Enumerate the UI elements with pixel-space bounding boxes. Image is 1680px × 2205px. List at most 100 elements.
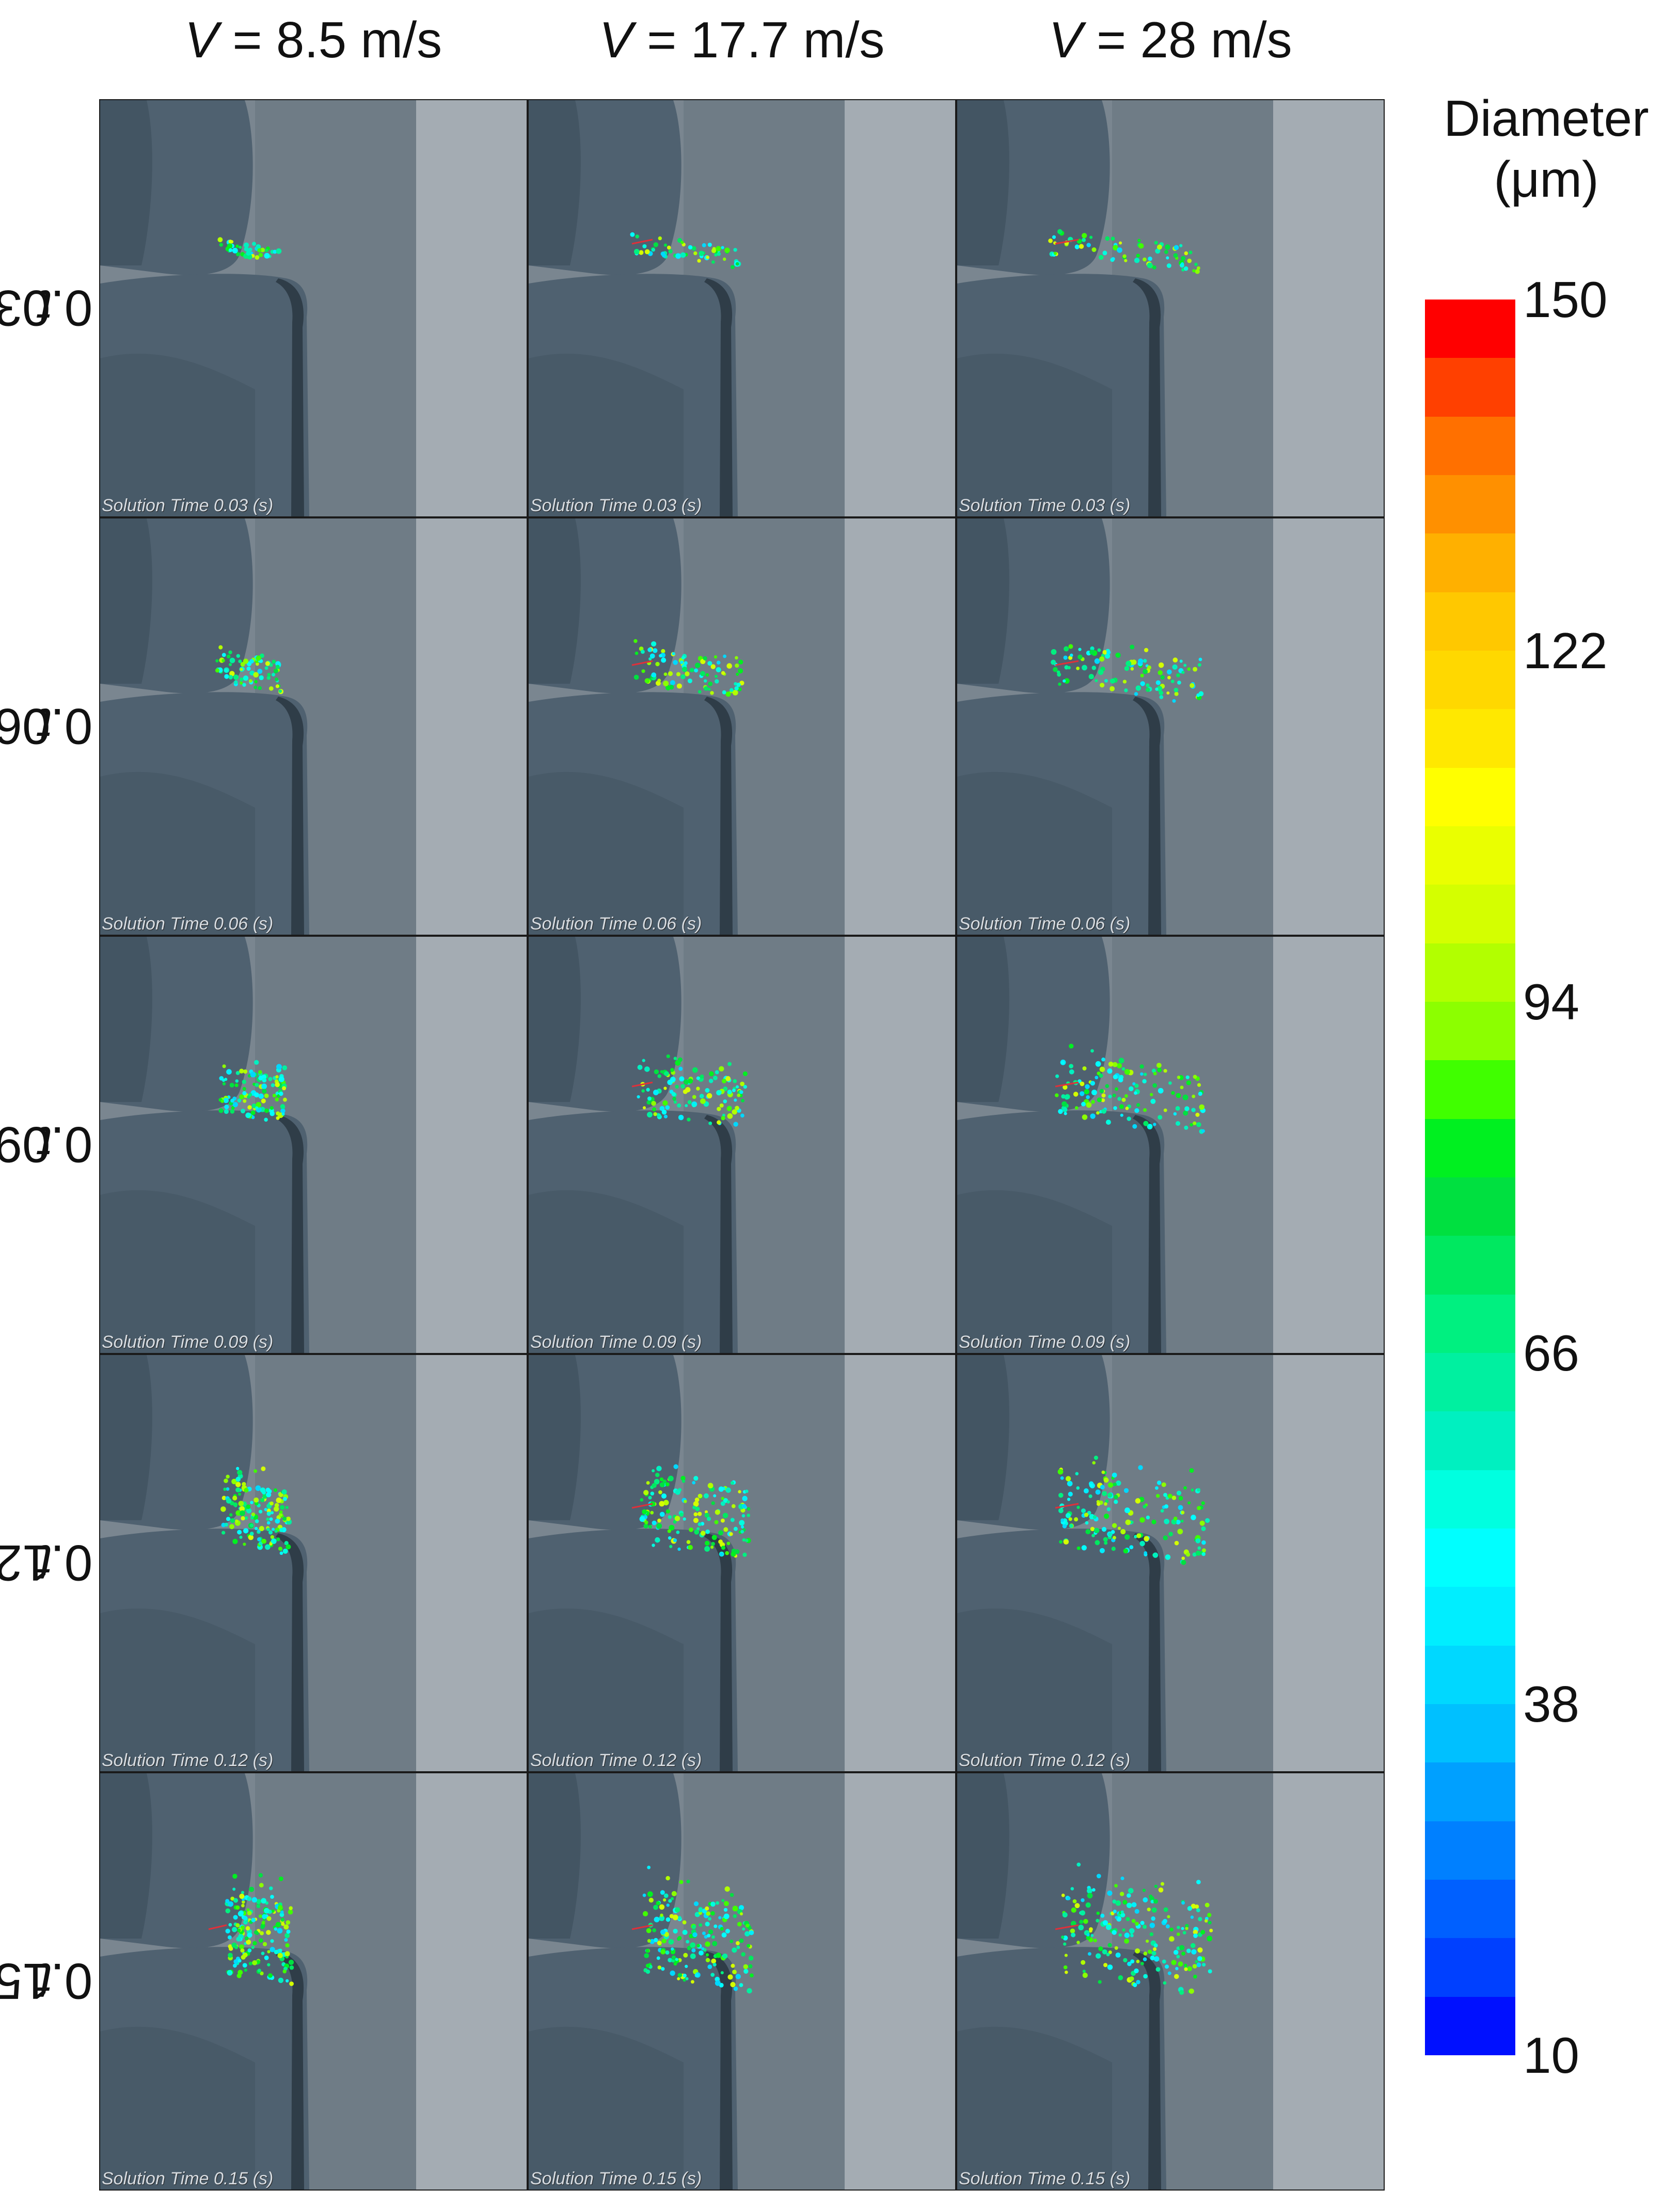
droplet [1134, 1108, 1139, 1113]
droplet [708, 681, 713, 686]
droplet [243, 242, 249, 248]
droplet [1076, 1546, 1081, 1550]
droplet [1116, 1063, 1122, 1068]
droplet [727, 1974, 733, 1980]
droplet [258, 686, 262, 690]
droplet [1184, 1967, 1188, 1971]
droplet [1196, 1962, 1201, 1967]
droplet [1103, 1477, 1109, 1483]
droplet [1117, 1097, 1122, 1101]
droplet [1179, 659, 1183, 663]
droplet [673, 659, 678, 665]
droplet [258, 1873, 263, 1878]
droplet [1069, 1069, 1074, 1075]
droplet [663, 672, 668, 676]
droplet [1089, 650, 1095, 655]
droplet [1091, 1100, 1095, 1104]
droplet [1185, 1552, 1191, 1557]
droplet-spray [218, 1060, 288, 1122]
droplet [747, 1507, 751, 1511]
droplet [665, 1950, 670, 1955]
droplet [1112, 1536, 1116, 1540]
droplet [714, 1924, 718, 1928]
droplet [714, 674, 718, 678]
droplet [1085, 1529, 1091, 1535]
droplet [284, 1541, 289, 1546]
droplet [1162, 1959, 1166, 1964]
droplet [272, 1527, 275, 1531]
droplet [239, 1506, 245, 1512]
droplet [1146, 683, 1150, 687]
mannequin-torso [529, 692, 738, 935]
droplet [1172, 699, 1176, 703]
droplet [1157, 1067, 1162, 1073]
droplet [721, 1899, 725, 1902]
droplet-spray [637, 1054, 748, 1127]
droplet [1166, 691, 1170, 695]
droplet [1112, 1472, 1117, 1478]
droplet [1181, 1901, 1185, 1905]
wall [416, 1773, 527, 2190]
droplet [655, 1472, 660, 1477]
droplet [249, 659, 254, 664]
droplet [673, 1464, 678, 1469]
head-shadow [957, 1355, 1009, 1520]
droplet [677, 1103, 681, 1108]
droplet [667, 245, 671, 250]
droplet [1065, 1476, 1071, 1482]
droplet [228, 1944, 232, 1949]
droplet [1196, 1122, 1201, 1127]
droplet [1153, 1899, 1158, 1904]
droplet [260, 1931, 264, 1935]
droplet [668, 249, 673, 254]
solution-time-caption: Solution Time 0.12 (s) [530, 1751, 702, 1770]
droplet [237, 1928, 241, 1932]
droplet [1197, 1488, 1201, 1492]
droplet [260, 1971, 264, 1976]
droplet [1091, 666, 1097, 670]
droplet [1063, 1107, 1068, 1112]
droplet [1125, 1519, 1131, 1525]
droplet [1118, 1975, 1123, 1980]
droplet [240, 1108, 246, 1114]
droplet [1120, 1529, 1126, 1535]
droplet [257, 669, 263, 674]
torso-shading [957, 2026, 1112, 2190]
droplet [1108, 1094, 1112, 1098]
droplet [1096, 1111, 1100, 1115]
droplet [644, 1066, 650, 1072]
droplet [272, 659, 276, 664]
droplet [747, 1944, 751, 1948]
droplet [283, 1497, 287, 1501]
droplet [1121, 1067, 1126, 1071]
colorbar-segment [1425, 1880, 1515, 1939]
droplet [268, 1973, 273, 1978]
droplet [1150, 1093, 1153, 1096]
droplet [730, 1518, 735, 1522]
injection-mark [631, 1081, 653, 1088]
droplet [648, 1495, 652, 1500]
droplet [1114, 1500, 1118, 1504]
seat-edge [1133, 1951, 1161, 2190]
droplet [1087, 1888, 1092, 1894]
droplet [1124, 1094, 1128, 1098]
droplet [282, 1097, 287, 1102]
droplet [673, 1057, 677, 1061]
droplet [722, 1113, 725, 1117]
droplet [233, 1502, 238, 1507]
droplet [658, 236, 662, 241]
colorbar-segment [1425, 767, 1515, 827]
droplet [1139, 1517, 1145, 1523]
droplet [1112, 1899, 1117, 1904]
droplet [1192, 1094, 1196, 1098]
droplet [674, 1907, 680, 1913]
droplet [264, 1093, 269, 1098]
droplet [255, 1526, 258, 1531]
droplet [235, 1510, 242, 1516]
droplet [711, 1958, 717, 1964]
simulation-scene [957, 1355, 1384, 1771]
mannequin-torso [957, 1110, 1166, 1353]
droplet [1143, 669, 1148, 674]
droplet [1134, 1091, 1137, 1095]
droplet [659, 1511, 665, 1517]
